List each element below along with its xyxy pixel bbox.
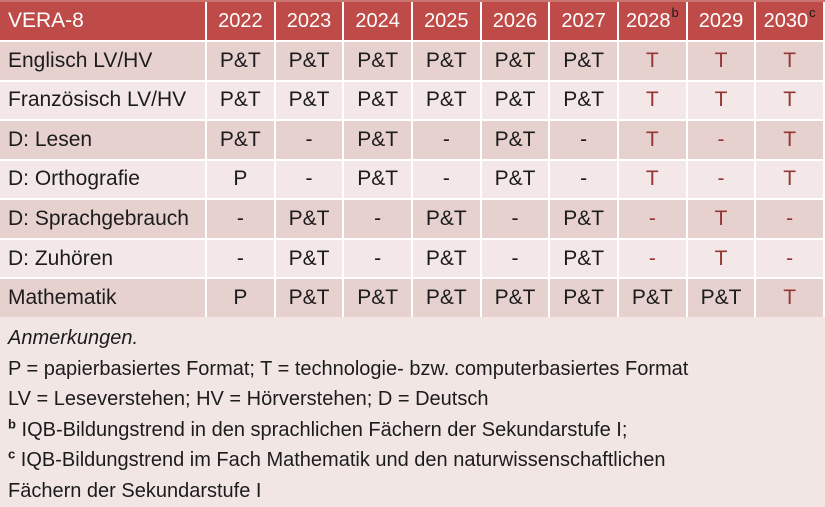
- notes-section: Anmerkungen. P = papierbasiertes Format; …: [0, 317, 825, 507]
- row-label: D: Zuhören: [0, 239, 205, 278]
- table-cell: P&T: [412, 239, 480, 278]
- footnote-marker: c: [809, 5, 816, 20]
- table-cell: T: [687, 81, 755, 120]
- table-cell: P&T: [207, 42, 274, 80]
- table-cell: -: [687, 121, 755, 159]
- table-cell: P&T: [550, 200, 617, 238]
- row-label: Französisch LV/HV: [0, 81, 205, 120]
- table-cell: P&T: [412, 81, 480, 120]
- year-header: 2025: [412, 2, 480, 40]
- table-cell: -: [344, 200, 411, 238]
- table-cell: -: [550, 121, 617, 159]
- table-cell: -: [687, 160, 755, 199]
- table-cell: T: [687, 42, 755, 80]
- year-header: 2030 c: [756, 2, 823, 40]
- table-cell: P&T: [481, 160, 549, 199]
- table-cell: P&T: [275, 81, 343, 120]
- table-cell: -: [550, 160, 617, 199]
- year-header: 2024: [344, 2, 411, 40]
- table-cell: -: [207, 239, 274, 278]
- table-cell: -: [618, 200, 686, 238]
- table-cell: P&T: [275, 279, 343, 317]
- table-cell: P&T: [481, 279, 549, 317]
- table-cell: T: [687, 239, 755, 278]
- table-cell: P&T: [550, 42, 617, 80]
- table-cell: P&T: [207, 121, 274, 159]
- table-cell: T: [618, 160, 686, 199]
- table-cell: P&T: [275, 200, 343, 238]
- table-cell: T: [756, 121, 823, 159]
- table-cell: P&T: [275, 239, 343, 278]
- year-header: 2029: [687, 2, 755, 40]
- note-line: b IQB-Bildungstrend in den sprachlichen …: [8, 415, 628, 441]
- table-title: VERA-8: [0, 2, 205, 40]
- table-cell: P&T: [412, 200, 480, 238]
- table-cell: T: [756, 81, 823, 120]
- table-cell: P&T: [687, 279, 755, 317]
- table-cell: P&T: [550, 279, 617, 317]
- year-header: 2022: [207, 2, 274, 40]
- table-cell: T: [618, 121, 686, 159]
- year-header: 2028 b: [618, 2, 686, 40]
- vera8-table: VERA-8 2022 2023 2024 2025 2026 2027 2028 b 2029…: [0, 0, 825, 317]
- row-label: Englisch LV/HV: [0, 42, 205, 80]
- table-cell: P&T: [344, 42, 411, 80]
- table-cell: T: [756, 279, 823, 317]
- table-cell: -: [412, 121, 480, 159]
- table-cell: -: [344, 239, 411, 278]
- row-label: D: Orthografie: [0, 160, 205, 199]
- row-label: D: Lesen: [0, 121, 205, 159]
- footnote-marker: b: [671, 5, 679, 20]
- year-header: 2027: [550, 2, 617, 40]
- year-header: 2023: [275, 2, 343, 40]
- table-cell: P&T: [275, 42, 343, 80]
- table-cell: P&T: [207, 81, 274, 120]
- table-cell: -: [756, 200, 823, 238]
- table-cell: P&T: [550, 239, 617, 278]
- table-cell: P: [207, 279, 274, 317]
- table-cell: T: [618, 81, 686, 120]
- table-cell: P&T: [344, 81, 411, 120]
- table-cell: T: [618, 42, 686, 80]
- row-label: Mathematik: [0, 279, 205, 317]
- note-line: Fächern der Sekundarstufe I: [8, 479, 262, 502]
- table-cell: P&T: [344, 121, 411, 159]
- table-cell: T: [756, 42, 823, 80]
- footnote-marker: b: [8, 415, 16, 431]
- table-cell: -: [275, 121, 343, 159]
- table-cell: P&T: [412, 42, 480, 80]
- table-cell: P&T: [481, 81, 549, 120]
- footnote-marker: c: [8, 446, 16, 462]
- note-line: Anmerkungen.: [8, 327, 139, 349]
- table-cell: -: [275, 160, 343, 199]
- table-cell: P&T: [550, 81, 617, 120]
- table-cell: T: [687, 200, 755, 238]
- year-header: 2026: [481, 2, 549, 40]
- table-cell: P: [207, 160, 274, 199]
- table-cell: -: [618, 239, 686, 278]
- table-cell: -: [412, 160, 480, 199]
- table-cell: P&T: [344, 279, 411, 317]
- table-cell: P&T: [618, 279, 686, 317]
- note-line: c IQB-Bildungstrend im Fach Mathematik u…: [8, 446, 666, 471]
- table-cell: -: [481, 239, 549, 278]
- table-cell: -: [756, 239, 823, 278]
- row-label: D: Sprachgebrauch: [0, 200, 205, 238]
- note-line: LV = Leseverstehen; HV = Hörverstehen; D…: [8, 388, 489, 410]
- note-line: P = papierbasiertes Format; T = technolo…: [8, 357, 689, 380]
- table-cell: P&T: [344, 160, 411, 199]
- table-cell: T: [756, 160, 823, 199]
- table-cell: P&T: [412, 279, 480, 317]
- table-cell: -: [207, 200, 274, 238]
- table-cell: -: [481, 200, 549, 238]
- table-cell: P&T: [481, 42, 549, 80]
- table-cell: P&T: [481, 121, 549, 159]
